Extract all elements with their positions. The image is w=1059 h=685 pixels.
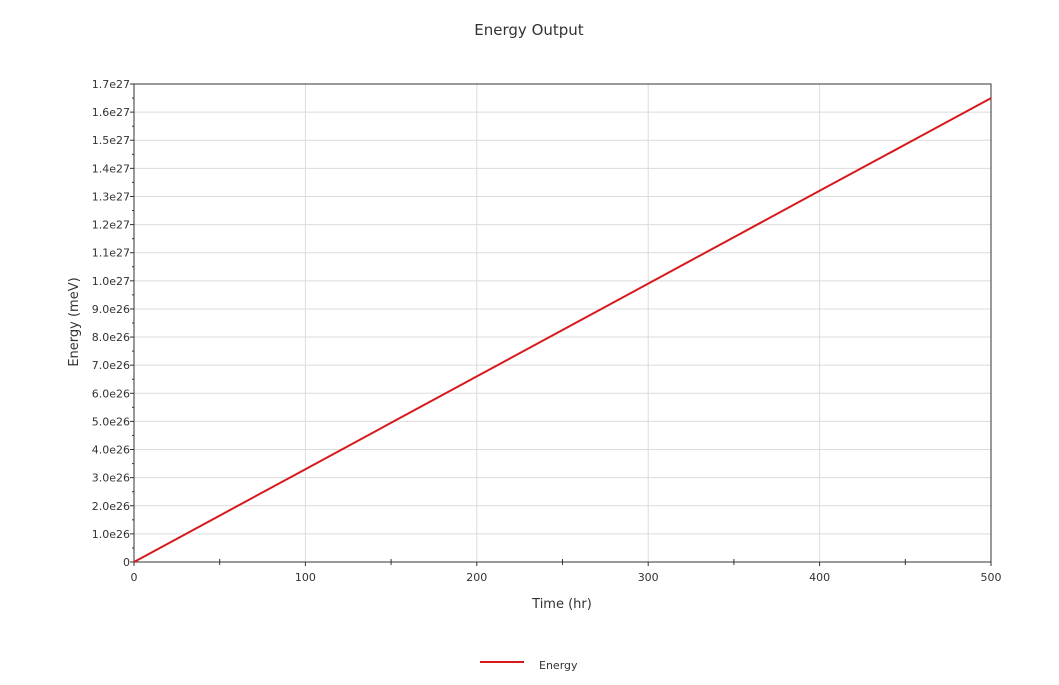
y-tick-label: 3.0e26 [92, 472, 130, 485]
y-tick-label: 4.0e26 [92, 444, 130, 457]
y-tick-label: 9.0e26 [92, 303, 130, 316]
legend: Energy [480, 659, 578, 672]
axes: 0 1.0e26 2.0e26 3.0e26 4.0e26 5.0e26 6.0e26 7.0… [92, 78, 1002, 584]
x-tick-label: 300 [638, 571, 659, 584]
x-tick-label: 400 [809, 571, 830, 584]
y-tick-label: 6.0e26 [92, 387, 130, 400]
x-tick-label: 100 [295, 571, 316, 584]
y-tick-label: 1.4e27 [92, 162, 130, 175]
y-tick-label: 2.0e26 [92, 500, 130, 513]
y-tick-label: 1.6e27 [92, 106, 130, 119]
y-axis-label: Energy (meV) [67, 277, 82, 366]
plot-frame [133, 83, 992, 563]
y-tick-label: 0 [123, 556, 130, 569]
y-tick-label: 5.0e26 [92, 415, 130, 428]
y-tick-label: 8.0e26 [92, 331, 130, 344]
y-tick-label: 1.2e27 [92, 219, 130, 232]
legend-label-energy: Energy [539, 659, 578, 672]
y-tick-label: 1.1e27 [92, 247, 130, 260]
y-tick-label: 1.5e27 [92, 134, 130, 147]
y-tick-label: 7.0e26 [92, 359, 130, 372]
y-tick-label: 1.0e27 [92, 275, 130, 288]
x-tick-label: 0 [131, 571, 138, 584]
series-line-energy [133, 97, 992, 563]
chart-title: Energy Output [474, 21, 584, 39]
y-tick-label: 1.0e26 [92, 528, 130, 541]
x-tick-label: 500 [981, 571, 1002, 584]
plot-area [133, 97, 992, 563]
x-tick-label: 200 [466, 571, 487, 584]
y-tick-label: 1.3e27 [92, 190, 130, 203]
x-axis-label: Time (hr) [531, 597, 592, 612]
grid [134, 83, 992, 562]
y-tick-label: 1.7e27 [92, 78, 130, 91]
